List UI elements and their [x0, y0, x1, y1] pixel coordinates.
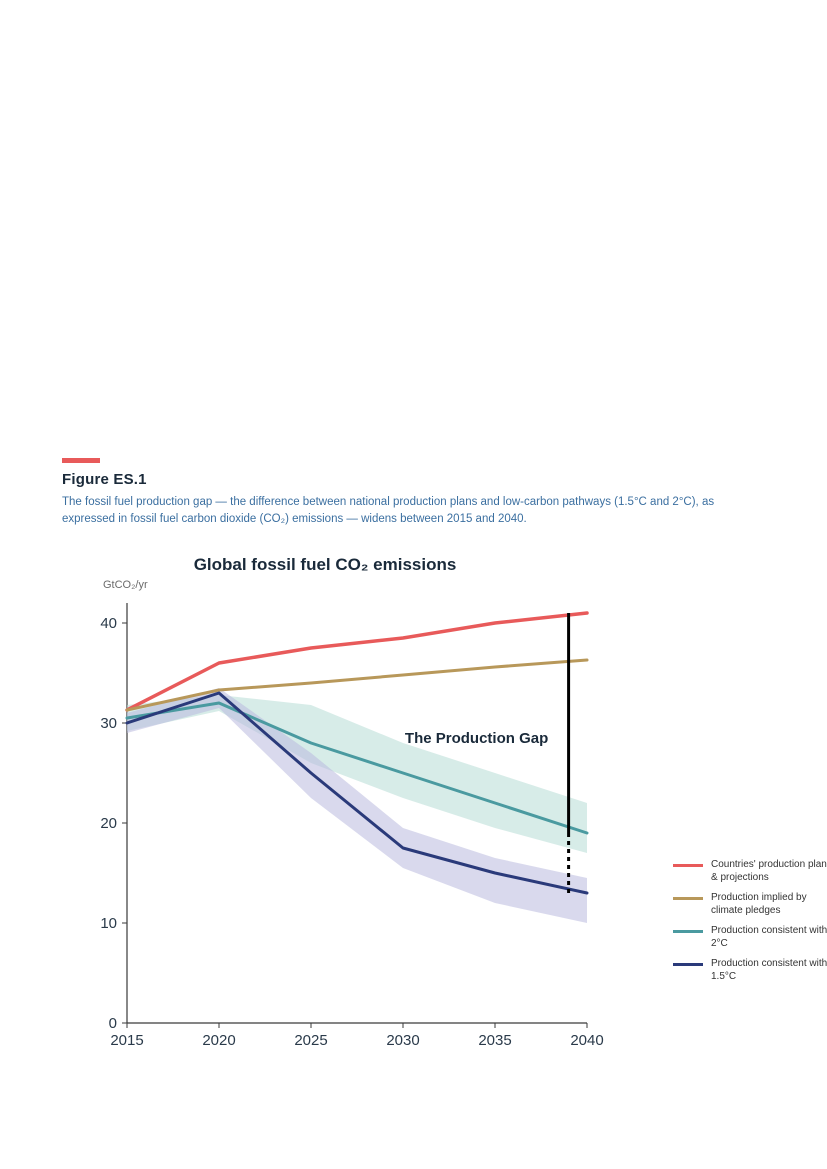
- legend-swatch: [673, 930, 703, 933]
- chart-plot: 010203040201520202025203020352040The Pro…: [85, 593, 605, 1063]
- legend-label: Countries' production plans & projection…: [711, 859, 827, 884]
- y-tick-label: 40: [100, 615, 117, 632]
- legend-swatch: [673, 963, 703, 966]
- chart-container: Global fossil fuel CO₂ emissions GtCO₂/y…: [85, 555, 745, 1085]
- gap-annotation: The Production Gap: [405, 730, 548, 747]
- x-tick-label: 2015: [110, 1032, 143, 1049]
- x-tick-label: 2040: [570, 1032, 603, 1049]
- legend-swatch: [673, 864, 703, 867]
- legend-row-onepfive_deg: Production consistent with 1.5°C: [673, 958, 827, 983]
- chart-y-unit: GtCO₂/yr: [103, 579, 745, 591]
- legend-row-two_deg: Production consistent with 2°C: [673, 925, 827, 950]
- x-tick-label: 2025: [294, 1032, 327, 1049]
- y-tick-label: 0: [109, 1015, 117, 1032]
- figure-label: Figure ES.1: [62, 471, 762, 488]
- x-tick-label: 2035: [478, 1032, 511, 1049]
- accent-bar: [62, 458, 100, 463]
- chart-title: Global fossil fuel CO₂ emissions: [85, 555, 565, 575]
- y-tick-label: 20: [100, 815, 117, 832]
- x-tick-label: 2020: [202, 1032, 235, 1049]
- legend-swatch: [673, 897, 703, 900]
- legend-label: Production implied by climate pledges: [711, 892, 827, 917]
- legend-row-pledges: Production implied by climate pledges: [673, 892, 827, 917]
- legend-label: Production consistent with 1.5°C: [711, 958, 827, 983]
- chart-legend: Countries' production plans & projection…: [673, 859, 827, 991]
- legend-label: Production consistent with 2°C: [711, 925, 827, 950]
- figure-caption: The fossil fuel production gap — the dif…: [62, 494, 762, 527]
- legend-row-plans: Countries' production plans & projection…: [673, 859, 827, 884]
- page: Figure ES.1 The fossil fuel production g…: [0, 0, 827, 1169]
- figure-header: Figure ES.1 The fossil fuel production g…: [62, 458, 762, 527]
- y-tick-label: 10: [100, 915, 117, 932]
- y-tick-label: 30: [100, 715, 117, 732]
- x-tick-label: 2030: [386, 1032, 419, 1049]
